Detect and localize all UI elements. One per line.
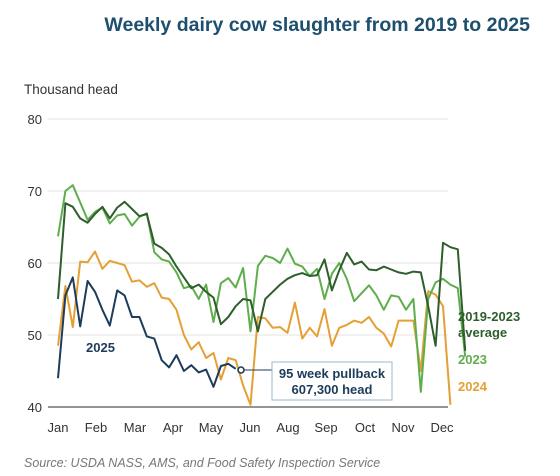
series-label-2024: 2024	[458, 379, 488, 394]
annotation-line2: 607,300 head	[292, 382, 373, 397]
x-tick-label: Dec	[430, 420, 454, 435]
x-tick-label: Jan	[48, 420, 69, 435]
series-line-2019-2023-average	[57, 200, 467, 351]
annotation-marker	[237, 366, 245, 374]
series-line-2025	[57, 276, 237, 388]
series-label-2023: 2023	[458, 352, 487, 367]
series-line-2023	[57, 184, 467, 393]
y-tick-label: 50	[28, 328, 42, 343]
x-tick-label: Jun	[240, 420, 261, 435]
annotation-box	[271, 361, 393, 401]
series-line-2024	[57, 250, 452, 406]
y-tick-label: 70	[28, 184, 42, 199]
series-label-2025: 2025	[86, 340, 115, 355]
x-tick-label: Sep	[314, 420, 337, 435]
x-tick-labels: Jan Feb Mar Apr May Jun Aug Sep Oct Nov Dec	[48, 420, 455, 435]
series-lines	[57, 184, 467, 406]
x-tick-label: Feb	[85, 420, 107, 435]
x-tick-label: Nov	[391, 420, 415, 435]
annotation-callout: 95 week pullback 607,300 head	[237, 361, 393, 401]
y-tick-labels: 40 50 60 70 80	[28, 112, 42, 415]
y-tick-label: 40	[28, 400, 42, 415]
chart-title: Weekly dairy cow slaughter from 2019 to …	[104, 14, 530, 36]
y-axis-label: Thousand head	[24, 82, 118, 97]
x-tick-label: Oct	[355, 420, 376, 435]
series-label-average-line2: average	[458, 325, 507, 340]
y-tick-label: 80	[28, 112, 42, 127]
x-tick-label: Apr	[163, 420, 184, 435]
x-tick-label: Aug	[276, 420, 299, 435]
series-label-average-line1: 2019-2023	[458, 309, 520, 324]
x-tick-label: Mar	[124, 420, 147, 435]
x-tick-label: May	[199, 420, 224, 435]
y-tick-label: 60	[28, 256, 42, 271]
annotation-line1: 95 week pullback	[279, 366, 386, 381]
source-note: Source: USDA NASS, AMS, and Food Safety …	[24, 456, 381, 470]
